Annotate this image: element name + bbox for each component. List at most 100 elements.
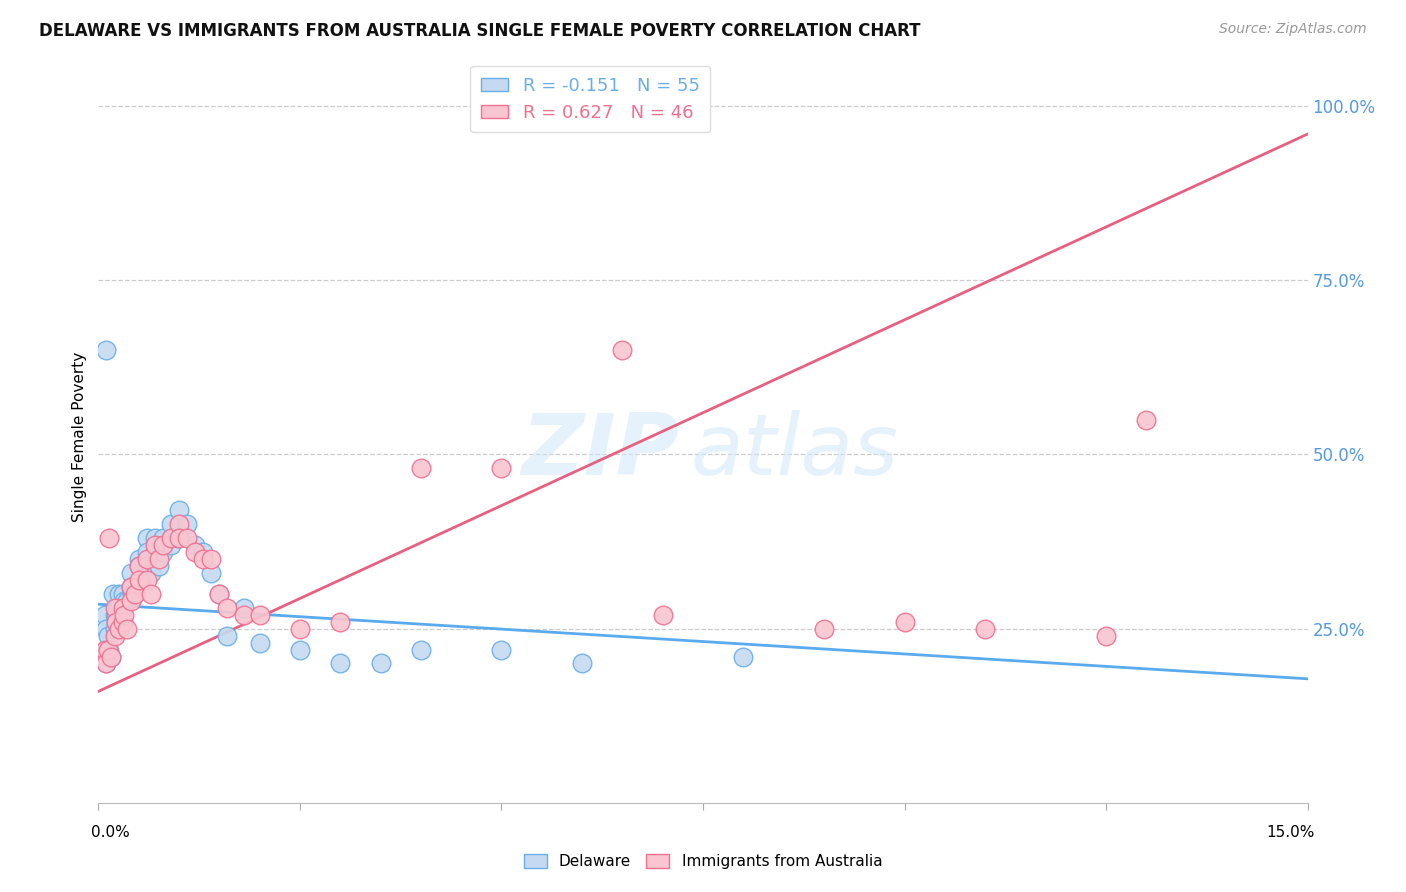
- Point: [167, 517, 190, 532]
- Point: [329, 615, 352, 629]
- Point: [193, 552, 215, 566]
- Point: [571, 657, 593, 671]
- Point: [1135, 412, 1157, 426]
- Point: [120, 594, 142, 608]
- Point: [124, 587, 146, 601]
- Point: [121, 587, 143, 601]
- Point: [105, 615, 128, 629]
- Point: [184, 538, 207, 552]
- Point: [143, 545, 166, 559]
- Point: [112, 594, 135, 608]
- Text: Source: ZipAtlas.com: Source: ZipAtlas.com: [1219, 22, 1367, 37]
- Point: [733, 649, 755, 664]
- Point: [97, 629, 120, 643]
- Point: [193, 545, 215, 559]
- Point: [491, 642, 513, 657]
- Point: [101, 587, 124, 601]
- Point: [128, 558, 150, 573]
- Point: [124, 587, 146, 601]
- Point: [107, 587, 129, 601]
- Point: [139, 566, 162, 580]
- Point: [148, 558, 170, 573]
- Point: [107, 622, 129, 636]
- Point: [96, 642, 118, 657]
- Legend: R = -0.151   N = 55, R = 0.627   N = 46: R = -0.151 N = 55, R = 0.627 N = 46: [470, 66, 710, 132]
- Point: [217, 600, 239, 615]
- Point: [103, 600, 125, 615]
- Point: [409, 461, 432, 475]
- Point: [111, 600, 134, 615]
- Point: [105, 607, 128, 622]
- Point: [96, 657, 118, 671]
- Point: [135, 545, 157, 559]
- Point: [176, 517, 198, 532]
- Point: [128, 552, 150, 566]
- Point: [152, 545, 174, 559]
- Point: [329, 657, 352, 671]
- Y-axis label: Single Female Poverty: Single Female Poverty: [72, 352, 87, 522]
- Point: [160, 538, 183, 552]
- Point: [167, 531, 190, 545]
- Point: [176, 531, 198, 545]
- Text: atlas: atlas: [690, 410, 898, 493]
- Point: [96, 343, 118, 357]
- Point: [107, 600, 129, 615]
- Point: [200, 552, 222, 566]
- Point: [148, 552, 170, 566]
- Point: [112, 607, 135, 622]
- Point: [200, 566, 222, 580]
- Point: [97, 531, 120, 545]
- Point: [232, 607, 254, 622]
- Point: [94, 642, 117, 657]
- Point: [111, 600, 134, 615]
- Point: [612, 343, 634, 357]
- Point: [249, 635, 271, 649]
- Point: [135, 558, 157, 573]
- Point: [94, 607, 117, 622]
- Point: [128, 558, 150, 573]
- Point: [129, 573, 152, 587]
- Point: [160, 517, 183, 532]
- Point: [115, 594, 138, 608]
- Point: [160, 531, 183, 545]
- Point: [120, 580, 142, 594]
- Point: [103, 607, 125, 622]
- Point: [249, 607, 271, 622]
- Point: [111, 587, 134, 601]
- Point: [208, 587, 231, 601]
- Point: [217, 629, 239, 643]
- Point: [974, 622, 997, 636]
- Point: [893, 615, 915, 629]
- Point: [152, 538, 174, 552]
- Point: [96, 657, 118, 671]
- Point: [120, 566, 142, 580]
- Point: [152, 531, 174, 545]
- Point: [813, 622, 835, 636]
- Point: [111, 615, 134, 629]
- Text: DELAWARE VS IMMIGRANTS FROM AUSTRALIA SINGLE FEMALE POVERTY CORRELATION CHART: DELAWARE VS IMMIGRANTS FROM AUSTRALIA SI…: [39, 22, 921, 40]
- Point: [232, 600, 254, 615]
- Point: [167, 531, 190, 545]
- Point: [491, 461, 513, 475]
- Point: [651, 607, 673, 622]
- Point: [135, 573, 157, 587]
- Point: [143, 538, 166, 552]
- Point: [370, 657, 392, 671]
- Point: [103, 629, 125, 643]
- Point: [97, 642, 120, 657]
- Point: [139, 587, 162, 601]
- Point: [288, 622, 311, 636]
- Point: [105, 615, 128, 629]
- Point: [128, 573, 150, 587]
- Point: [135, 531, 157, 545]
- Point: [100, 649, 122, 664]
- Point: [97, 642, 120, 657]
- Point: [115, 622, 138, 636]
- Text: ZIP: ZIP: [522, 410, 679, 493]
- Legend: Delaware, Immigrants from Australia: Delaware, Immigrants from Australia: [517, 848, 889, 875]
- Point: [208, 587, 231, 601]
- Point: [100, 649, 122, 664]
- Point: [288, 642, 311, 657]
- Point: [120, 580, 142, 594]
- Text: 15.0%: 15.0%: [1267, 825, 1315, 840]
